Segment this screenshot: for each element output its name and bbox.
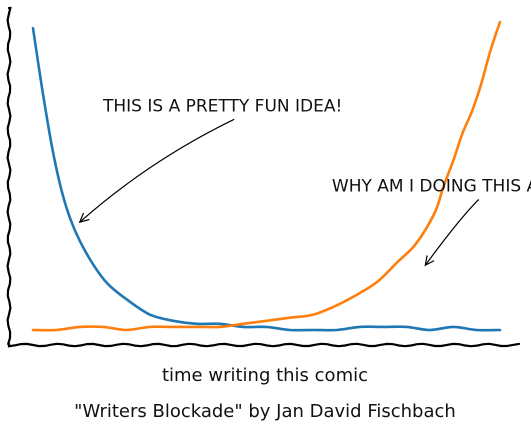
x-axis-label: time writing this comic — [162, 365, 368, 386]
series-line-2 — [31, 20, 502, 332]
chart-caption: "Writers Blockade" by Jan David Fischbac… — [74, 401, 456, 422]
y-axis-line — [6, 6, 12, 346]
series-group — [31, 20, 502, 332]
annotations-group: THIS IS A PRETTY FUN IDEA! WHY AM I DOING… — [78, 96, 531, 267]
annotation-arrowhead-1 — [78, 212, 90, 224]
annotation-arrow-2 — [424, 198, 480, 266]
axes — [6, 6, 521, 348]
annotation-arrow-1 — [79, 118, 235, 223]
annotation-arrowhead-2 — [424, 255, 435, 267]
annotation-text-1: THIS IS A PRETTY FUN IDEA! — [102, 96, 342, 116]
x-axis-line — [7, 342, 521, 348]
series-line-1 — [31, 26, 502, 332]
annotation-text-2: WHY AM I DOING THIS AGAIN? — [332, 176, 531, 196]
